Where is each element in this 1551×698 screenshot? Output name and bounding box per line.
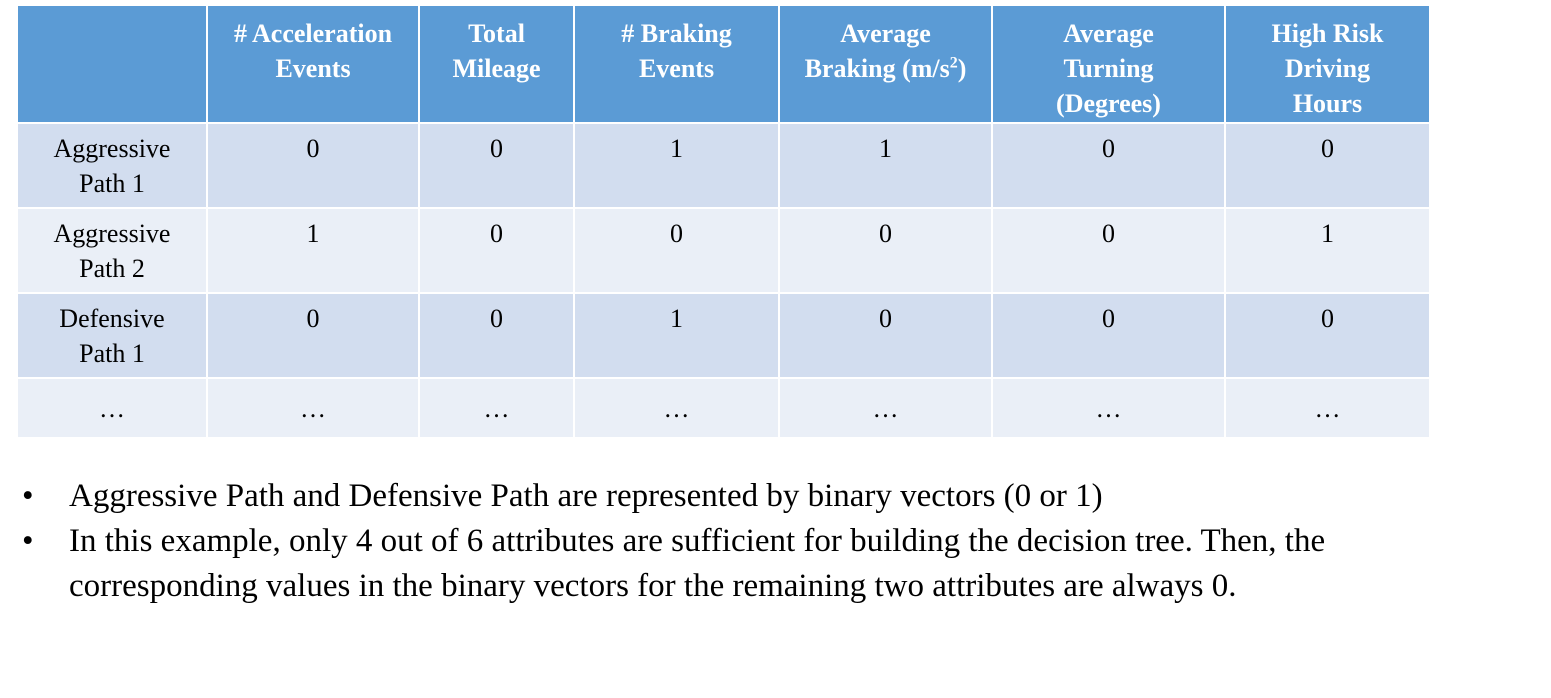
table-row: Defensive Path 1 0 0 1 0 0 0 [16, 292, 1431, 379]
table-row: … … … … … … … [16, 377, 1431, 439]
bullet-marker: • [22, 478, 34, 514]
table-cell: 0 [1224, 292, 1431, 379]
table-cell: 0 [778, 207, 993, 294]
row-label: Aggressive Path 1 [16, 122, 208, 209]
table-cell: 1 [778, 122, 993, 209]
table-row: Aggressive Path 1 0 0 1 1 0 0 [16, 122, 1431, 209]
bullet-item: • In this example, only 4 out of 6 attri… [22, 519, 1522, 609]
table-cell: 1 [573, 292, 780, 379]
table-cell: 0 [418, 292, 575, 379]
table-cell: … [991, 377, 1226, 439]
table-cell: … [778, 377, 993, 439]
header-high-risk-driving-hours: High Risk Driving Hours [1224, 4, 1431, 124]
table-cell: 1 [573, 122, 780, 209]
header-braking-events: # Braking Events [573, 4, 780, 124]
table-cell: 0 [206, 122, 420, 209]
table-cell: 0 [778, 292, 993, 379]
table-cell: … [206, 377, 420, 439]
average-braking-label: Average Braking (m/s [804, 19, 950, 83]
table-cell: 1 [206, 207, 420, 294]
bullet-text: In this example, only 4 out of 6 attribu… [69, 523, 1326, 604]
header-average-turning: Average Turning (Degrees) [991, 4, 1226, 124]
row-label: Defensive Path 1 [16, 292, 208, 379]
header-corner [16, 4, 208, 124]
header-average-braking: Average Braking (m/s2) [778, 4, 993, 124]
table-cell: 0 [418, 122, 575, 209]
bullet-item: • Aggressive Path and Defensive Path are… [22, 474, 1522, 519]
row-label: … [16, 377, 208, 439]
table-row: Aggressive Path 2 1 0 0 0 0 1 [16, 207, 1431, 294]
table-cell: 0 [991, 292, 1226, 379]
table-cell: 0 [206, 292, 420, 379]
row-label: Aggressive Path 2 [16, 207, 208, 294]
table-cell: 0 [991, 207, 1226, 294]
header-row: # Acceleration Events Total Mileage # Br… [16, 4, 1431, 124]
bullet-marker: • [22, 523, 34, 559]
table-cell: … [1224, 377, 1431, 439]
attributes-table: # Acceleration Events Total Mileage # Br… [16, 4, 1431, 439]
table-cell: 0 [1224, 122, 1431, 209]
header-total-mileage: Total Mileage [418, 4, 575, 124]
table-cell: 1 [1224, 207, 1431, 294]
table-cell: 0 [418, 207, 575, 294]
unit-close-paren: ) [957, 54, 967, 83]
header-acceleration-events: # Acceleration Events [206, 4, 420, 124]
table-cell: … [573, 377, 780, 439]
table-cell: … [418, 377, 575, 439]
unit-exponent: 2 [949, 54, 958, 72]
bullet-list: • Aggressive Path and Defensive Path are… [22, 474, 1522, 609]
table-cell: 0 [991, 122, 1226, 209]
bullet-text: Aggressive Path and Defensive Path are r… [69, 478, 1103, 514]
table-cell: 0 [573, 207, 780, 294]
